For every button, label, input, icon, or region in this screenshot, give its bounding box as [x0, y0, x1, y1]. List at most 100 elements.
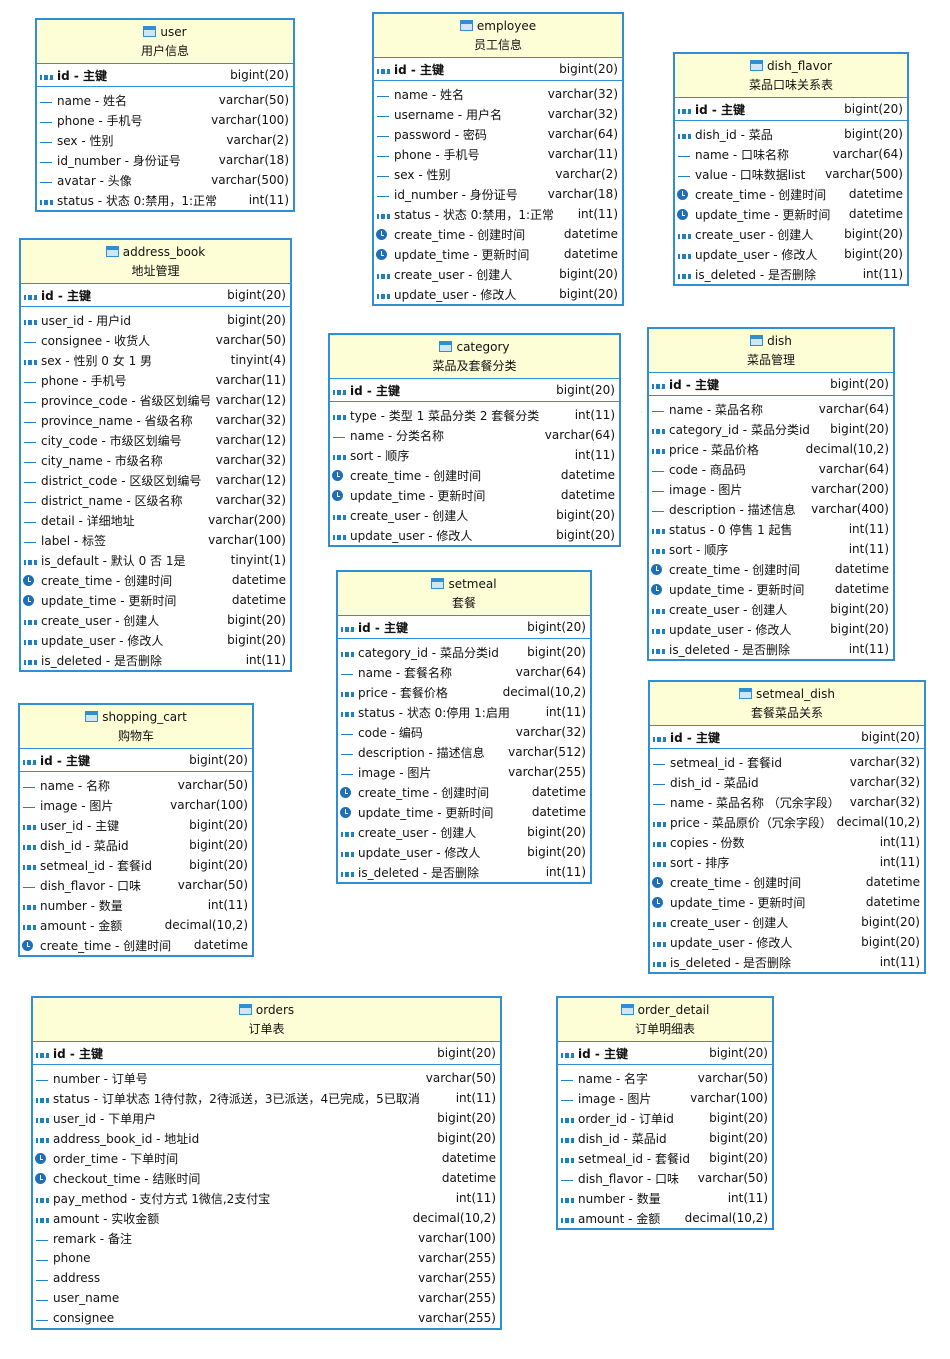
column-row: is_deleted - 是否删除 int(11)	[21, 650, 290, 670]
column-row: amount - 金额 decimal(10,2)	[20, 915, 252, 935]
column-row: dish_id - 菜品id bigint(20)	[558, 1128, 772, 1148]
time-icon	[35, 1172, 46, 1184]
column-label: name - 菜品名称 （冗余字段）	[670, 795, 840, 810]
type-icon	[651, 464, 669, 474]
table-icon	[459, 20, 473, 31]
column-row: district_code - 区级区划编号 varchar(12)	[21, 470, 290, 490]
column-label: user_id - 下单用户	[53, 1111, 157, 1126]
column-row: category_id - 菜品分类id bigint(20)	[649, 419, 893, 439]
column-label: id - 主键	[53, 1046, 104, 1061]
type-icon	[651, 424, 669, 434]
type-icon	[23, 355, 41, 365]
column-type: bigint(20)	[844, 127, 903, 141]
pk-row: id - 主键 bigint(20)	[558, 1042, 772, 1065]
time-icon	[332, 489, 343, 501]
column-row: district_name - 区级名称 varchar(32)	[21, 490, 290, 510]
column-row: update_time - 更新时间 datetime	[21, 590, 290, 610]
column-row: sex - 性别 varchar(2)	[37, 130, 293, 150]
column-row: address varchar(255)	[33, 1268, 500, 1288]
column-row: status - 订单状态 1待付款，2待派送，3已派送，4已完成，5已取消 in…	[33, 1088, 500, 1108]
column-type: varchar(200)	[811, 482, 889, 496]
table-comment: 菜品口味关系表	[748, 78, 833, 92]
column-row: remark - 备注 varchar(100)	[33, 1228, 500, 1248]
column-row: setmeal_id - 套餐id varchar(32)	[650, 752, 924, 772]
column-type: varchar(50)	[697, 1071, 768, 1085]
column-row: code - 编码 varchar(32)	[338, 722, 590, 742]
type-icon	[376, 209, 394, 219]
column-row: update_time - 更新时间 datetime	[374, 244, 622, 264]
column-type: varchar(100)	[208, 533, 286, 547]
column-type: varchar(32)	[547, 107, 618, 121]
column-label: status - 状态 0:禁用，1:正常	[394, 207, 555, 222]
type-icon	[23, 415, 41, 425]
pk-row: id - 主键 bigint(20)	[374, 58, 622, 81]
type-icon	[560, 1153, 578, 1163]
column-row: description - 描述信息 varchar(400)	[649, 499, 893, 519]
column-row: amount - 实收金额 decimal(10,2)	[33, 1208, 500, 1228]
table-box: setmeal_dish 套餐菜品关系 id - 主键 bigint(20) set…	[648, 680, 926, 974]
table-header: shopping_cart 购物车	[20, 705, 252, 749]
column-type: datetime	[563, 227, 618, 241]
column-row: name - 口味名称 varchar(64)	[675, 144, 907, 164]
type-icon	[340, 827, 358, 837]
table-comment: 地址管理	[131, 264, 180, 278]
table-title: address_book	[21, 243, 290, 262]
column-type: varchar(100)	[170, 798, 248, 812]
table-comment: 员工信息	[473, 38, 522, 52]
table-box: category 菜品及套餐分类 id - 主键 bigint(20) type -…	[328, 333, 621, 547]
column-label: status - 0 停售 1 起售	[669, 522, 793, 537]
column-type: int(11)	[455, 1191, 496, 1205]
table-name: order_detail	[637, 1003, 710, 1017]
column-type: tinyint(1)	[230, 553, 286, 567]
column-type: bigint(20)	[559, 287, 618, 301]
type-icon	[22, 880, 40, 890]
column-row: checkout_time - 结账时间 datetime	[33, 1168, 500, 1188]
column-row: name - 菜品名称 varchar(64)	[649, 399, 893, 419]
column-type: int(11)	[848, 642, 889, 656]
column-type: varchar(255)	[418, 1311, 496, 1325]
column-type: bigint(20)	[437, 1111, 496, 1125]
type-icon	[39, 115, 57, 125]
column-row: create_user - 创建人 bigint(20)	[650, 912, 924, 932]
column-label: district_name - 区级名称	[41, 493, 183, 508]
column-label: price - 菜品价格	[669, 442, 759, 457]
column-label: id - 主键	[57, 68, 108, 83]
type-icon	[651, 504, 669, 514]
column-row: create_user - 创建人 bigint(20)	[374, 264, 622, 284]
type-icon	[652, 857, 670, 867]
column-label: sex - 性别	[57, 133, 114, 148]
column-row: dish_flavor - 口味 varchar(50)	[558, 1168, 772, 1188]
column-label: dish_id - 菜品id	[40, 838, 129, 853]
column-row: consignee varchar(255)	[33, 1308, 500, 1328]
column-type: varchar(400)	[811, 502, 889, 516]
column-label: sort - 顺序	[350, 448, 410, 463]
type-icon	[23, 535, 41, 545]
column-row: update_user - 修改人 bigint(20)	[649, 619, 893, 639]
column-row: image - 图片 varchar(100)	[558, 1088, 772, 1108]
column-type: int(11)	[862, 267, 903, 281]
column-label: copies - 份数	[670, 835, 745, 850]
column-type: decimal(10,2)	[412, 1211, 496, 1225]
column-type: varchar(11)	[215, 373, 286, 387]
column-row: description - 描述信息 varchar(512)	[338, 742, 590, 762]
time-icon	[332, 469, 343, 481]
column-label: setmeal_id - 套餐id	[40, 858, 152, 873]
table-header: dish 菜品管理	[649, 329, 893, 373]
column-type: datetime	[560, 488, 615, 502]
column-label: create_time - 创建时间	[670, 875, 802, 890]
column-label: setmeal_id - 套餐id	[670, 755, 782, 770]
column-type: bigint(20)	[227, 313, 286, 327]
table-icon	[238, 1004, 252, 1015]
pk-row: id - 主键 bigint(20)	[33, 1042, 500, 1065]
column-type: int(11)	[574, 408, 615, 422]
column-row: avatar - 头像 varchar(500)	[37, 170, 293, 190]
column-row: update_time - 更新时间 datetime	[650, 892, 924, 912]
column-type: varchar(50)	[177, 878, 248, 892]
column-label: label - 标签	[41, 533, 106, 548]
column-label: is_deleted - 是否删除	[670, 955, 791, 970]
table-name: orders	[255, 1003, 295, 1017]
type-icon	[23, 315, 41, 325]
type-icon	[376, 189, 394, 199]
column-label: image - 图片	[40, 798, 114, 813]
column-type: decimal(10,2)	[836, 815, 920, 829]
